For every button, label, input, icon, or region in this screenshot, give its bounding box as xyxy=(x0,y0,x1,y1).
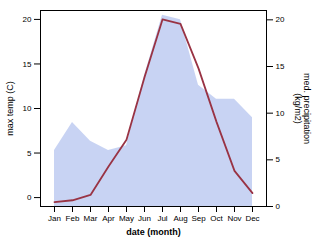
svg-text:Sep: Sep xyxy=(191,214,206,223)
svg-text:Aug: Aug xyxy=(173,214,187,223)
svg-text:5: 5 xyxy=(27,149,32,158)
svg-text:med. precipitation(kg/m2): med. precipitation(kg/m2) xyxy=(293,73,312,144)
svg-text:Apr: Apr xyxy=(102,214,115,223)
svg-text:May: May xyxy=(119,214,134,223)
svg-text:5: 5 xyxy=(276,155,281,164)
svg-text:0: 0 xyxy=(27,193,32,202)
svg-text:Jul: Jul xyxy=(157,214,167,223)
svg-text:15: 15 xyxy=(276,62,285,71)
svg-text:date (month): date (month) xyxy=(126,227,181,237)
svg-text:10: 10 xyxy=(276,109,285,118)
svg-text:20: 20 xyxy=(23,15,32,24)
svg-text:max temp (C): max temp (C) xyxy=(5,81,15,136)
svg-text:10: 10 xyxy=(23,104,32,113)
svg-text:Feb: Feb xyxy=(66,214,80,223)
svg-text:Dec: Dec xyxy=(245,214,259,223)
svg-text:20: 20 xyxy=(276,15,285,24)
svg-text:Jun: Jun xyxy=(138,214,151,223)
svg-text:0: 0 xyxy=(276,202,281,211)
svg-text:15: 15 xyxy=(23,60,32,69)
svg-text:Oct: Oct xyxy=(210,214,223,223)
svg-text:Mar: Mar xyxy=(84,214,98,223)
svg-text:Jan: Jan xyxy=(48,214,61,223)
svg-text:Nov: Nov xyxy=(227,214,241,223)
